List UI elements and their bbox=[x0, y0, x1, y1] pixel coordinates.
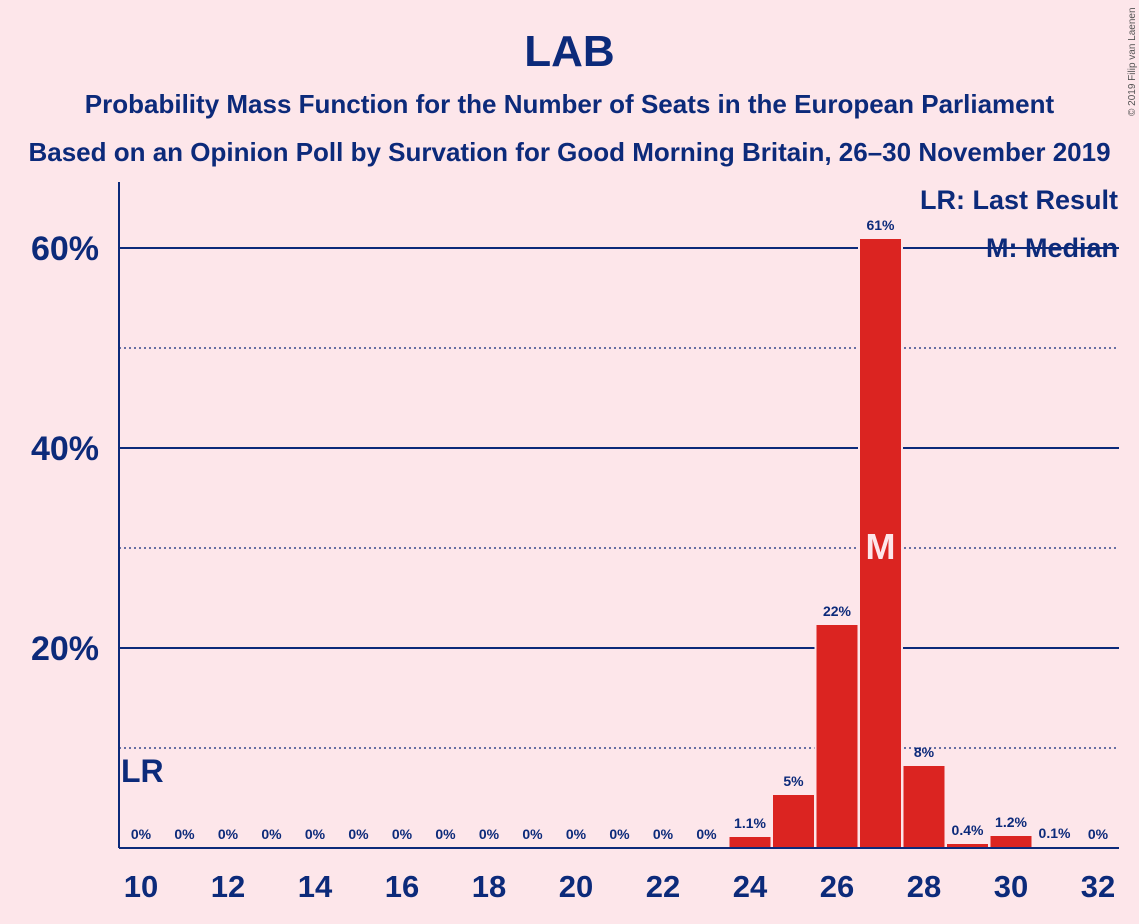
x-tick-label: 20 bbox=[559, 869, 593, 904]
bar-value-label: 0% bbox=[696, 826, 717, 842]
y-tick-labels: 20% 40% 60% bbox=[31, 230, 99, 668]
bar-value-label: 0% bbox=[1088, 826, 1109, 842]
y-tick-label: 60% bbox=[31, 230, 99, 268]
chart-title: LAB bbox=[524, 27, 614, 76]
y-tick-label: 20% bbox=[31, 630, 99, 668]
x-tick-label: 22 bbox=[646, 869, 680, 904]
x-tick-label: 14 bbox=[298, 869, 333, 904]
legend-last-result: LR: Last Result bbox=[920, 185, 1118, 215]
bar bbox=[729, 837, 771, 848]
bar-value-label: 0% bbox=[653, 826, 674, 842]
bar-value-label: 0% bbox=[305, 826, 326, 842]
bar-value-label: 0% bbox=[566, 826, 587, 842]
chart-subtitle: Probability Mass Function for the Number… bbox=[85, 89, 1055, 119]
bar bbox=[903, 766, 945, 848]
x-tick-label: 10 bbox=[124, 869, 158, 904]
bar bbox=[947, 844, 988, 848]
bar-value-label: 1.1% bbox=[734, 815, 766, 831]
bar-value-labels: 0% 0% 0% 0% 0% 0% 0% 0% 0% 0% 0% 0% 0% 0% 1.1% 5% 22% 61%… bbox=[131, 217, 1109, 842]
bar-value-label: 0% bbox=[392, 826, 413, 842]
bar-value-label: 0% bbox=[261, 826, 282, 842]
bar-halo bbox=[1032, 845, 1077, 848]
bar-value-label: 5% bbox=[783, 773, 804, 789]
x-tick-label: 30 bbox=[994, 869, 1028, 904]
bar bbox=[860, 239, 901, 848]
x-tick-label: 16 bbox=[385, 869, 419, 904]
legend-median: M: Median bbox=[986, 233, 1118, 263]
bar-value-label: 0% bbox=[131, 826, 152, 842]
bar-value-label: 0% bbox=[522, 826, 543, 842]
bar-value-label: 0.4% bbox=[952, 822, 984, 838]
bar-value-label: 0% bbox=[609, 826, 630, 842]
bar-value-label: 0% bbox=[435, 826, 456, 842]
x-tick-label: 12 bbox=[211, 869, 245, 904]
x-tick-label: 24 bbox=[733, 869, 768, 904]
bar-value-label: 0% bbox=[174, 826, 195, 842]
x-tick-labels: 10 12 14 16 18 20 22 24 26 28 30 32 bbox=[124, 869, 1115, 904]
bar-value-label: 0% bbox=[348, 826, 369, 842]
bar bbox=[773, 795, 814, 848]
bar bbox=[990, 836, 1032, 848]
bar-value-label: 0.1% bbox=[1039, 825, 1071, 841]
x-tick-label: 26 bbox=[820, 869, 854, 904]
x-tick-label: 28 bbox=[907, 869, 941, 904]
last-result-marker: LR bbox=[121, 753, 164, 789]
bar-value-label: 1.2% bbox=[995, 814, 1027, 830]
bar-value-label: 0% bbox=[218, 826, 239, 842]
x-tick-label: 32 bbox=[1081, 869, 1115, 904]
bar-value-label: 22% bbox=[823, 603, 852, 619]
x-tick-label: 18 bbox=[472, 869, 506, 904]
bar bbox=[816, 625, 858, 848]
bar-value-label: 0% bbox=[479, 826, 500, 842]
gridlines bbox=[119, 247, 1119, 749]
y-tick-label: 40% bbox=[31, 430, 99, 468]
median-marker: M bbox=[866, 526, 896, 567]
copyright-notice: © 2019 Filip van Laenen bbox=[1127, 7, 1138, 116]
bar-value-label: 61% bbox=[866, 217, 895, 233]
chart-subtitle-source: Based on an Opinion Poll by Survation fo… bbox=[28, 137, 1110, 167]
bar-value-label: 8% bbox=[914, 744, 935, 760]
bars bbox=[727, 237, 1077, 848]
